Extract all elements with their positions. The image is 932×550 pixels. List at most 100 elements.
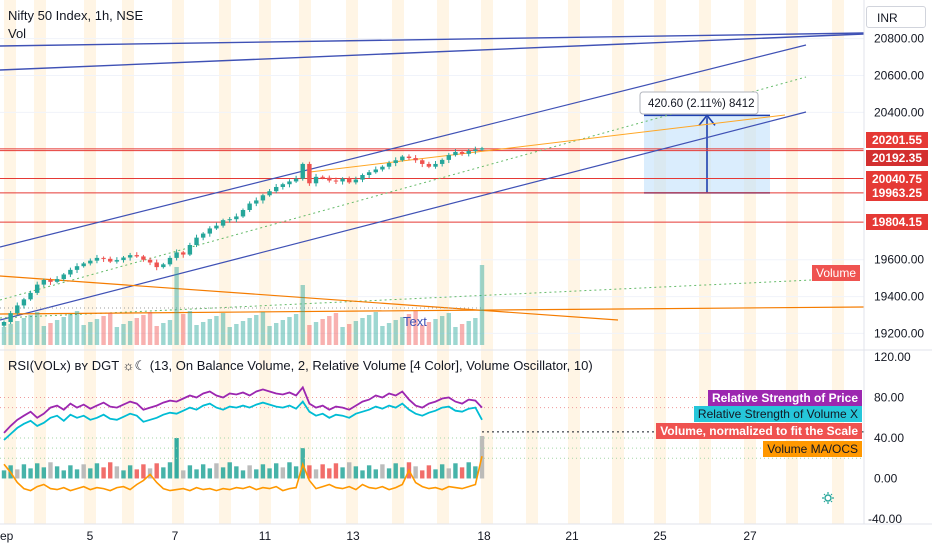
- indicator-volume-bar: [413, 466, 418, 479]
- volume-bar: [426, 322, 432, 345]
- candle-body: [386, 163, 392, 167]
- range-measure-text: 420.60 (2.11%) 8412: [648, 98, 755, 110]
- candle-body: [227, 219, 232, 221]
- volume-bar: [68, 314, 73, 345]
- price-level-label: 19963.25: [866, 184, 928, 201]
- resistance-levels: [0, 148, 864, 223]
- indicator-volume-bar: [48, 462, 53, 479]
- candle-body: [101, 257, 106, 259]
- candle-body: [88, 260, 93, 264]
- indicator-volume-bar: [108, 462, 113, 479]
- indicator-volume-bar: [54, 466, 60, 479]
- indicator-volume-bar: [121, 470, 126, 479]
- indicator-volume-bar: [373, 469, 378, 479]
- candle-body: [340, 178, 345, 182]
- candle-body: [54, 279, 60, 282]
- indicator-series-line: [3, 400, 483, 441]
- indicator-title[interactable]: RSI(VOLx) ʙʏ DGT ☼☾ (13, On Balance Volu…: [8, 358, 593, 373]
- candle-body: [433, 163, 438, 167]
- chart-title: Nifty 50 Index, 1h, NSE: [8, 8, 144, 23]
- volume-bar: [134, 318, 139, 345]
- currency-selector[interactable]: INR: [866, 6, 926, 28]
- candle-body: [273, 186, 279, 192]
- indicator-volume-bar: [320, 464, 325, 479]
- price-level-label: 19804.15: [866, 214, 928, 231]
- indicator-volume-bar: [433, 469, 438, 479]
- volume-label: Vol: [8, 26, 27, 41]
- indicator-volume-bar: [267, 468, 272, 479]
- candle-body: [313, 176, 319, 184]
- candle-body: [181, 252, 186, 255]
- time-tick-label: 13: [346, 529, 360, 543]
- indicator-volume-bar: [293, 466, 299, 479]
- indicator-volume-bar: [141, 464, 146, 479]
- trendline-upper-long-2: [0, 33, 865, 71]
- candle-body: [380, 166, 385, 170]
- session-column: [122, 0, 134, 524]
- session-column: [259, 0, 271, 524]
- volume-bar: [74, 311, 80, 345]
- volume-tag: Volume: [812, 265, 861, 281]
- volume-bar: [227, 327, 232, 345]
- chart-text-annotation[interactable]: Text: [403, 314, 427, 329]
- candle-body: [94, 257, 100, 261]
- candle-body: [300, 163, 305, 179]
- indicator-volume-bar: [313, 469, 319, 479]
- candle-body: [15, 305, 20, 314]
- candle-body: [127, 255, 133, 258]
- candle-body: [426, 163, 432, 167]
- indicator-volume-bar: [333, 463, 339, 479]
- candle-body: [307, 163, 312, 184]
- volume-trend-dotted: [0, 279, 813, 319]
- indicator-volume-bar: [1, 470, 7, 479]
- channel-upper: [0, 44, 807, 248]
- volume-bar: [21, 318, 27, 345]
- candle-body: [353, 179, 359, 183]
- time-tick-label: 25: [653, 529, 667, 543]
- volume-bar: [280, 320, 286, 345]
- candle-body: [373, 169, 378, 173]
- indicator-volume-bar: [187, 465, 193, 479]
- price-level-label: 20192.35: [866, 149, 928, 166]
- price-tick-label: 20600.00: [874, 69, 924, 83]
- indicator-volume-bar: [260, 464, 266, 479]
- candle-body: [347, 178, 352, 183]
- volume-bar: [154, 326, 159, 345]
- indicator-volume-bar: [280, 467, 286, 479]
- time-axis[interactable]: ep 5 7 11 13 18 21 25 27: [0, 529, 757, 543]
- indicator-volume-bar: [426, 465, 432, 479]
- indicator-volume-bar: [327, 468, 332, 479]
- indicator-tick-label: 80.00: [874, 391, 904, 405]
- volume-bar: [353, 321, 359, 345]
- volume-bar: [327, 316, 332, 345]
- indicator-axis[interactable]: 120.00 80.00 40.00 0.00 -40.00: [868, 350, 911, 526]
- session-column: [699, 0, 711, 524]
- volume-bar: [161, 323, 166, 345]
- candle-body: [187, 245, 193, 255]
- volume-bar: [267, 326, 272, 345]
- volume-bar: [147, 312, 153, 345]
- candle-body: [121, 257, 126, 261]
- candle-body: [1, 322, 7, 326]
- indicator-volume-bar: [340, 467, 345, 479]
- candle-body: [194, 237, 199, 245]
- indicator-series-line: [3, 456, 483, 492]
- volume-bar: [141, 315, 146, 345]
- session-column: [4, 0, 16, 524]
- indicator-volume-bar: [273, 463, 279, 479]
- indicator-volume-bar: [254, 469, 259, 479]
- time-tick-label: 18: [477, 529, 491, 543]
- candle-body: [473, 149, 478, 152]
- price-axis[interactable]: 20800.00 20600.00 20400.00 19600.00 19400.00…: [874, 32, 924, 341]
- candle-body: [8, 313, 13, 322]
- time-tick-label: 7: [172, 529, 179, 543]
- settings-icon[interactable]: [822, 492, 834, 504]
- candle-body: [280, 184, 286, 187]
- indicator-volume-bar: [61, 470, 66, 479]
- indicator-volume-bar: [459, 467, 465, 479]
- candle-body: [400, 156, 405, 161]
- price-tick-label: 19200.00: [874, 326, 924, 340]
- price-tick-label: 19400.00: [874, 290, 924, 304]
- indicator-volume-bar: [41, 467, 47, 479]
